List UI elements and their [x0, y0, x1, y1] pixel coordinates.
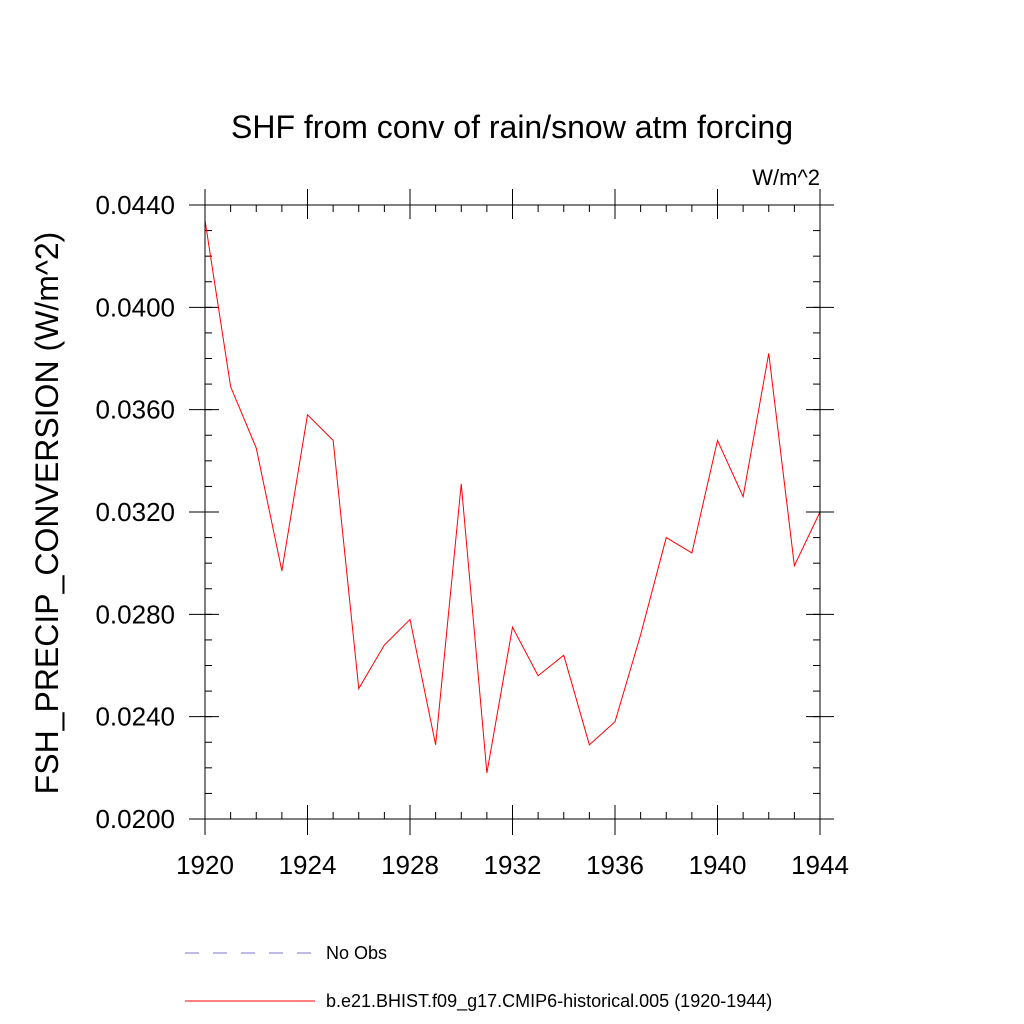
- y-axis-label: FSH_PRECIP_CONVERSION (W/m^2): [29, 232, 65, 795]
- y-tick-label: 0.0280: [95, 599, 175, 629]
- units-label: W/m^2: [752, 165, 820, 190]
- labels-layer: 1920 1924 1928 1932 1936 1940 1944 0.0200 0.0240…: [95, 190, 848, 880]
- x-tick-label: 1928: [381, 850, 439, 880]
- x-tick-label: 1920: [176, 850, 234, 880]
- plot-frame: [204, 204, 821, 820]
- series-layer: [204, 220, 821, 774]
- x-tick-label: 1936: [586, 850, 644, 880]
- y-tick-label: 0.0200: [95, 804, 175, 834]
- legend-label-model: b.e21.BHIST.f09_g17.CMIP6-historical.005…: [326, 991, 772, 1012]
- chart-title: SHF from conv of rain/snow atm forcing: [231, 109, 793, 145]
- x-tick-label: 1932: [484, 850, 542, 880]
- ticks-layer: [189, 189, 834, 835]
- y-tick-label: 0.0400: [95, 292, 175, 322]
- x-tick-label: 1924: [279, 850, 337, 880]
- y-tick-label: 0.0320: [95, 497, 175, 527]
- series-line: [204, 220, 821, 774]
- legend-label-no-obs: No Obs: [326, 943, 387, 963]
- y-tick-label: 0.0360: [95, 395, 175, 425]
- y-tick-label: 0.0240: [95, 702, 175, 732]
- x-tick-label: 1944: [791, 850, 849, 880]
- y-tick-label: 0.0440: [95, 190, 175, 220]
- x-tick-label: 1940: [689, 850, 747, 880]
